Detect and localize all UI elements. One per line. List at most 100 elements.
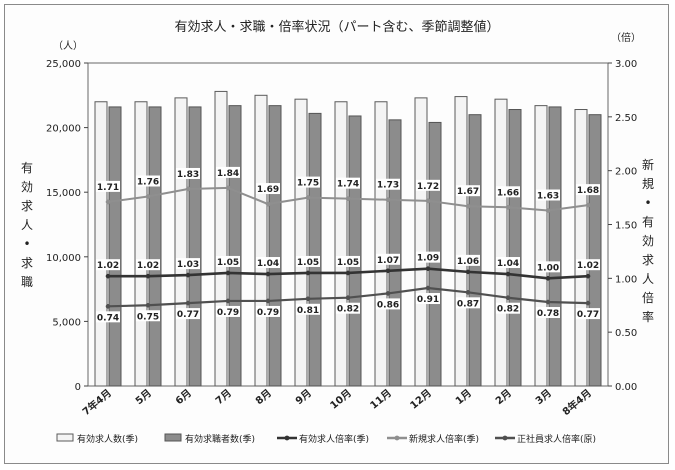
- x-tick-label: 8月: [253, 387, 274, 407]
- dot-seisha-bairitsu: [265, 298, 271, 304]
- dot-shinki-bairitsu: [265, 201, 271, 207]
- dot-shinki-bairitsu: [105, 199, 111, 205]
- data-label-seisha: 0.87: [457, 299, 479, 309]
- dot-seisha-bairitsu: [305, 296, 311, 302]
- y-tick-left: 25,000: [46, 59, 81, 70]
- bar-yukou-kyushoku: [468, 114, 482, 387]
- y-tick-left: 10,000: [46, 253, 81, 264]
- dot-seisha-bairitsu: [225, 298, 231, 304]
- bar-yukou-kyujin: [534, 105, 548, 387]
- x-tick-label: 7年4月: [80, 386, 114, 418]
- data-label-yukou: 1.06: [457, 257, 479, 267]
- y-axis-label-right-char: 人: [642, 272, 654, 286]
- dot-shinki-bairitsu: [505, 204, 511, 210]
- y-tick-right: 2.00: [615, 167, 637, 178]
- data-label-box: [176, 308, 200, 320]
- legend-swatch-dot: [502, 435, 508, 441]
- bar-yukou-kyushoku: [188, 106, 202, 387]
- y-axis-label-right: 新規 • 有効求人倍率: [642, 157, 654, 324]
- data-label-box: [296, 176, 320, 188]
- data-label-shinki: 1.75: [297, 179, 319, 189]
- y-axis-label-right-char: 効: [642, 233, 654, 248]
- data-label-yukou: 1.00: [537, 263, 559, 273]
- legend-swatch-bar: [164, 433, 182, 442]
- legend-swatch-bar: [56, 433, 74, 442]
- data-label-seisha: 0.82: [497, 305, 519, 315]
- dot-yukou-bairitsu: [385, 268, 391, 274]
- x-tick-label: 6月: [173, 387, 194, 407]
- bar-yukou-kyushoku: [588, 114, 602, 387]
- x-tick-label: 1月: [453, 387, 474, 407]
- y-axis-label-right-char: 新: [642, 157, 654, 172]
- data-label-box: [416, 293, 440, 305]
- bar-yukou-kyushoku: [508, 109, 522, 387]
- data-label-shinki: 1.84: [217, 169, 239, 179]
- legend-swatch-dot: [284, 435, 290, 441]
- bar-yukou-kyujin: [174, 97, 188, 387]
- data-label-box: [176, 167, 200, 179]
- bar-yukou-kyujin: [294, 98, 308, 387]
- y-axis-label-left-char: 求: [21, 256, 33, 270]
- data-label-yukou: 1.05: [337, 258, 359, 268]
- dot-shinki-bairitsu: [185, 186, 191, 192]
- data-label-box: [256, 305, 280, 317]
- dot-yukou-bairitsu: [465, 269, 471, 275]
- data-label-box: [576, 184, 600, 196]
- x-tick-label: 2月: [493, 387, 514, 407]
- data-label-yukou: 1.04: [497, 259, 519, 269]
- dot-yukou-bairitsu: [425, 266, 431, 271]
- data-label-seisha: 0.77: [177, 310, 199, 320]
- data-label-box: [96, 311, 120, 323]
- data-label-box: [576, 308, 600, 320]
- data-label-box: [496, 302, 520, 314]
- bar-yukou-kyujin: [334, 101, 348, 387]
- data-label-box: [216, 255, 240, 267]
- data-label-box: [136, 259, 160, 271]
- data-label-box: [296, 303, 320, 315]
- bar-yukou-kyujin: [254, 94, 268, 387]
- data-label-box: [456, 297, 480, 309]
- data-label-yukou: 1.02: [97, 261, 119, 271]
- data-label-box: [336, 177, 360, 189]
- data-label-box: [216, 166, 240, 178]
- plot-area: 0 5,000 10,000 15,000 20,000 25,000 0.00 0.50 1.…: [46, 59, 637, 418]
- y-axis-label-right-char: 規: [642, 176, 654, 191]
- y-axis-label-left-char: 人: [21, 218, 33, 232]
- data-label-box: [336, 255, 360, 267]
- data-label-seisha: 0.79: [257, 308, 279, 318]
- data-label-yukou: 1.05: [217, 258, 239, 268]
- data-label-box: [496, 186, 520, 198]
- dot-yukou-bairitsu: [265, 271, 271, 277]
- data-label-box: [376, 253, 400, 265]
- legend-label: 有効求人倍率(季): [299, 433, 369, 445]
- data-label-box: [136, 310, 160, 322]
- y-axis-label-right-char: 有: [642, 215, 654, 229]
- dot-yukou-bairitsu: [505, 271, 511, 277]
- legend-label: 正社員求人倍率(原): [517, 433, 596, 445]
- dot-seisha-bairitsu: [585, 300, 591, 306]
- bar-yukou-kyushoku: [268, 105, 282, 387]
- bar-yukou-kyushoku: [548, 106, 562, 387]
- bar-yukou-kyushoku: [308, 112, 322, 387]
- data-label-box: [416, 179, 440, 191]
- x-tick-label: 5月: [133, 387, 154, 407]
- data-label-box: [496, 257, 520, 269]
- dot-seisha-bairitsu: [465, 290, 471, 295]
- data-label-yukou: 1.04: [257, 259, 279, 269]
- data-label-shinki: 1.71: [97, 183, 119, 193]
- chart-frame: 有効求人・求職・倍率状況（パート含む、季節調整値） （人） （倍） 有効求人 • 求…: [4, 4, 669, 464]
- legend-label: 有効求人数(季): [77, 433, 138, 445]
- dot-seisha-bairitsu: [425, 285, 431, 291]
- y-tick-right: 1.50: [615, 221, 637, 232]
- data-label-seisha: 0.91: [417, 295, 439, 305]
- chart: 有効求人・求職・倍率状況（パート含む、季節調整値） （人） （倍） 有効求人•求…: [21, 19, 654, 445]
- y-axis-label-left-char: 有: [21, 161, 33, 175]
- dot-shinki-bairitsu: [585, 202, 591, 208]
- y-axis-label-left-char: •: [23, 237, 30, 251]
- x-tick-label: 9月: [293, 387, 314, 407]
- data-label-shinki: 1.74: [337, 180, 359, 190]
- dot-shinki-bairitsu: [145, 194, 151, 199]
- bar-yukou-kyujin: [574, 109, 588, 387]
- data-label-box: [376, 178, 400, 190]
- y-tick-left: 0: [75, 382, 81, 393]
